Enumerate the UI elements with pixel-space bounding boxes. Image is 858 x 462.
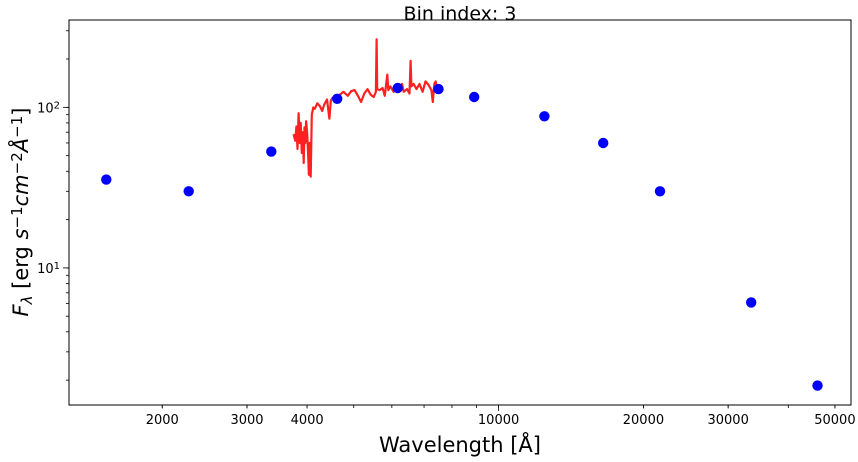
photometry-point bbox=[433, 83, 444, 95]
photometry-point bbox=[746, 297, 757, 308]
plot-frame bbox=[68, 19, 852, 406]
x-tick-label: 3000 bbox=[230, 413, 263, 428]
x-tick-label: 50000 bbox=[814, 413, 855, 428]
y-axis-ticks: 101 102 bbox=[37, 30, 69, 381]
photometry-point bbox=[266, 146, 277, 157]
x-tick-label: 2000 bbox=[146, 413, 179, 428]
photometry-point bbox=[332, 93, 343, 105]
spectrum-line bbox=[292, 38, 440, 178]
x-axis-ticks: 2000 3000 4000 10000 20000 30000 50000 bbox=[146, 405, 856, 428]
photometry-point bbox=[183, 186, 194, 197]
photometry-point bbox=[539, 111, 550, 122]
photometry-point bbox=[101, 174, 112, 185]
photometry-point bbox=[598, 137, 609, 149]
photometry-point bbox=[392, 82, 403, 94]
spectrum-series bbox=[292, 38, 440, 178]
photometry-point bbox=[654, 186, 666, 197]
x-tick-label: 30000 bbox=[707, 413, 748, 428]
y-tick-label: 102 bbox=[37, 100, 60, 117]
photometry-series bbox=[101, 82, 823, 391]
x-axis-label: Wavelength [Å] bbox=[379, 431, 541, 457]
chart-title: Bin index: 3 bbox=[404, 3, 517, 25]
photometry-point bbox=[812, 380, 823, 391]
y-tick-label: 101 bbox=[37, 260, 60, 277]
x-tick-label: 10000 bbox=[478, 413, 519, 428]
x-tick-label: 20000 bbox=[623, 413, 664, 428]
y-axis-label: Fλ [erg s−1cm−2Å−1] bbox=[7, 108, 36, 317]
x-tick-label: 4000 bbox=[291, 413, 324, 428]
photometry-point bbox=[469, 91, 480, 103]
